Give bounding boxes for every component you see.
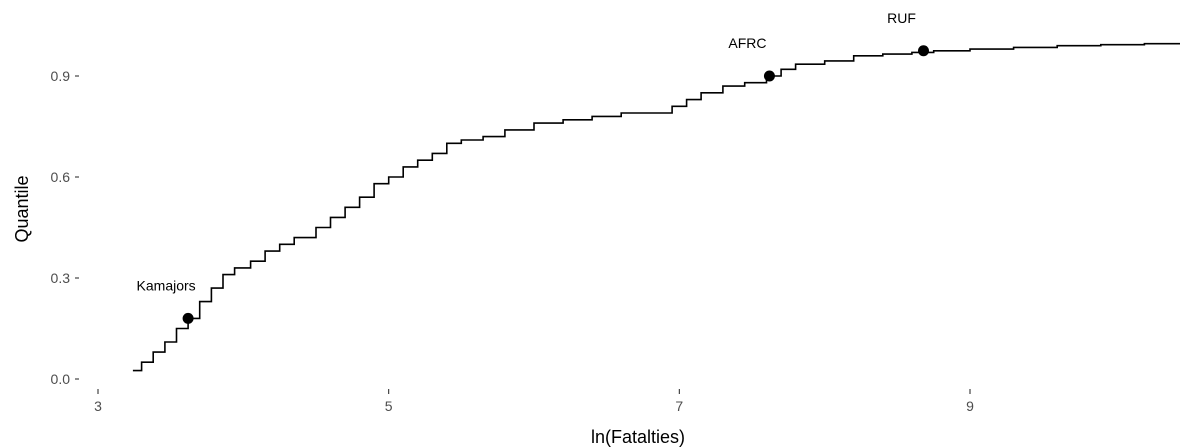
group-point-label: Kamajors <box>137 277 196 293</box>
x-tick-label: 3 <box>94 398 102 414</box>
x-tick-label: 9 <box>966 398 974 414</box>
y-tick-label: 0.9 <box>51 68 71 84</box>
group-point-label: AFRC <box>728 35 766 51</box>
y-tick-label: 0.0 <box>51 371 71 387</box>
group-point-label: RUF <box>887 10 916 26</box>
ecdf-step-line <box>132 42 1180 372</box>
group-point <box>182 312 194 324</box>
group-point <box>763 70 775 82</box>
x-tick-label: 5 <box>385 398 393 414</box>
y-axis-title: Quantile <box>12 175 32 242</box>
x-axis-title: ln(Fatalties) <box>591 427 685 447</box>
plot-area: Kamajors AFRC RUF <box>132 10 1180 372</box>
y-axis: 0.0 0.3 0.6 0.9 <box>51 68 79 387</box>
x-axis: 3 5 7 9 <box>94 389 974 414</box>
x-tick-label: 7 <box>675 398 683 414</box>
group-point <box>917 45 929 57</box>
y-tick-label: 0.3 <box>51 270 71 286</box>
y-tick-label: 0.6 <box>51 169 71 185</box>
